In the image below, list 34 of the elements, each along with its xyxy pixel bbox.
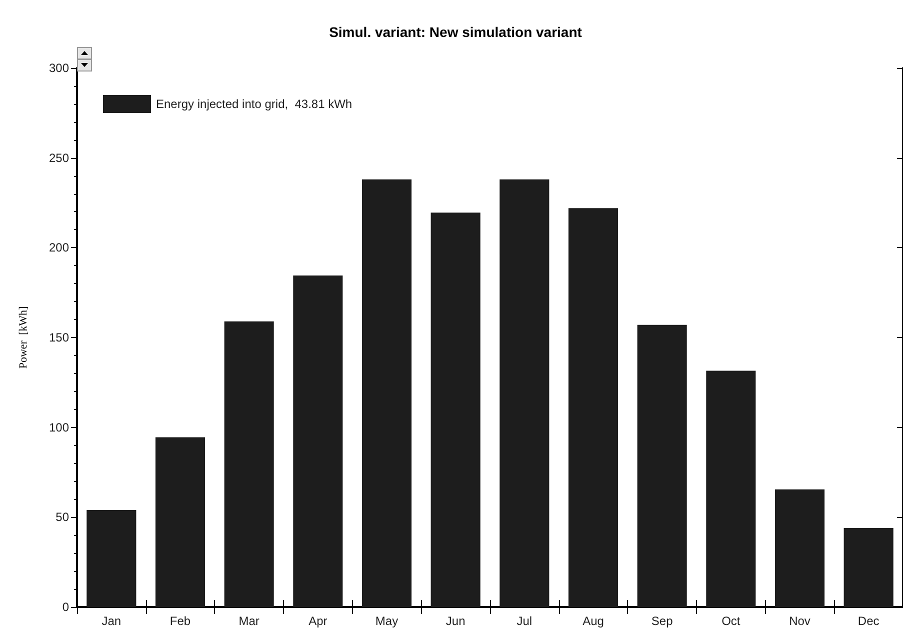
bar bbox=[86, 510, 136, 607]
x-tick-label: Nov bbox=[789, 614, 810, 628]
bar bbox=[774, 489, 825, 607]
y-tick-label: 100 bbox=[48, 420, 70, 434]
bar bbox=[155, 437, 206, 607]
y-tick-label: 250 bbox=[48, 150, 70, 165]
y-tick-label: 150 bbox=[48, 330, 70, 344]
y-tick-label: 300 bbox=[48, 61, 70, 75]
bar bbox=[844, 528, 894, 607]
bar bbox=[706, 370, 756, 607]
bar bbox=[568, 208, 618, 607]
x-tick-label: Dec bbox=[858, 614, 880, 628]
bar bbox=[430, 212, 480, 607]
x-tick-label: Feb bbox=[170, 614, 191, 628]
bar bbox=[500, 179, 550, 607]
bar bbox=[362, 179, 412, 607]
y-tick-label: 50 bbox=[56, 510, 70, 524]
x-tick-label: Jul bbox=[516, 614, 532, 628]
x-tick-label: Aug bbox=[582, 614, 604, 628]
x-tick-label: Mar bbox=[238, 614, 260, 628]
bar bbox=[224, 321, 274, 607]
x-tick-label: May bbox=[375, 614, 398, 628]
x-tick-label: Oct bbox=[722, 614, 741, 628]
x-tick-label: Apr bbox=[308, 614, 328, 628]
bar bbox=[293, 276, 343, 607]
y-tick-label: 200 bbox=[48, 240, 70, 255]
bar bbox=[637, 324, 687, 607]
x-tick-label: Jun bbox=[446, 614, 466, 628]
x-tick-label: Jan bbox=[102, 614, 122, 628]
legend-label: Energy injected into grid, 43.81 kWh bbox=[156, 97, 352, 111]
chart-title: Simul. variant: New simulation variant bbox=[329, 24, 582, 40]
x-tick-label: Sep bbox=[651, 614, 674, 628]
y-axis-title: Power [kWh] bbox=[18, 306, 30, 369]
y-tick-label: 0 bbox=[62, 600, 70, 614]
